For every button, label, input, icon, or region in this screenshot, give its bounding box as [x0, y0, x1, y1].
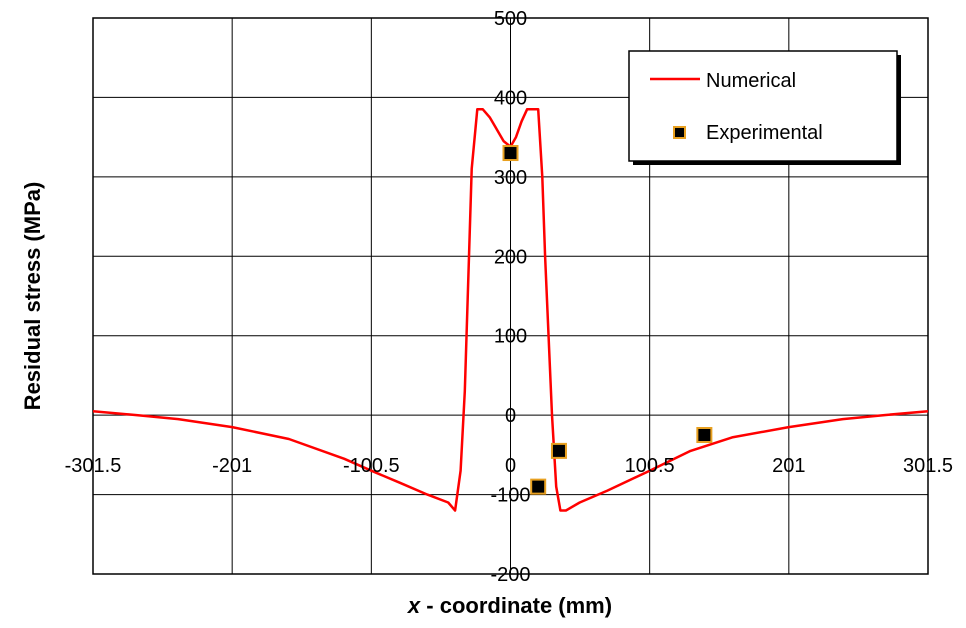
x-axis-label: x - coordinate (mm)	[407, 593, 612, 618]
y-tick-label: 300	[494, 167, 527, 189]
y-axis-label: Residual stress (MPa)	[20, 182, 45, 411]
x-tick-label: 301.5	[903, 455, 953, 477]
series-layer	[92, 108, 929, 512]
legend-experimental-label: Experimental	[706, 122, 823, 144]
experimental-point	[530, 478, 547, 495]
experimental-point	[696, 427, 713, 443]
x-tick-label: 201	[772, 455, 805, 477]
legend: Numerical Experimental	[628, 50, 901, 165]
legend-experimental-swatch	[673, 126, 686, 139]
y-tick-label: -100	[490, 485, 530, 507]
experimental-point	[550, 442, 567, 459]
x-tick-label: -100.5	[343, 455, 400, 477]
x-tick-label: -301.5	[65, 455, 122, 477]
y-tick-label: 100	[494, 326, 527, 348]
y-tick-label: 200	[494, 246, 527, 268]
tick-labels: -200 -100 0 100 200 300 400 500 -301.5 -201 -100.5…	[65, 8, 953, 586]
legend-numerical-label: Numerical	[706, 70, 796, 92]
x-tick-label: 0	[505, 455, 516, 477]
legend-box	[628, 50, 898, 162]
x-tick-label: 100.5	[625, 455, 675, 477]
x-axis-label-variable: x	[407, 593, 421, 618]
y-tick-label: 400	[494, 87, 527, 109]
gridlines	[93, 18, 928, 574]
x-tick-label: -201	[212, 455, 252, 477]
y-tick-label: -200	[490, 564, 530, 586]
y-tick-label: 500	[494, 8, 527, 30]
y-tick-label: 0	[505, 405, 516, 427]
experimental-point	[502, 145, 519, 162]
x-axis-label-text: - coordinate (mm)	[420, 593, 612, 618]
